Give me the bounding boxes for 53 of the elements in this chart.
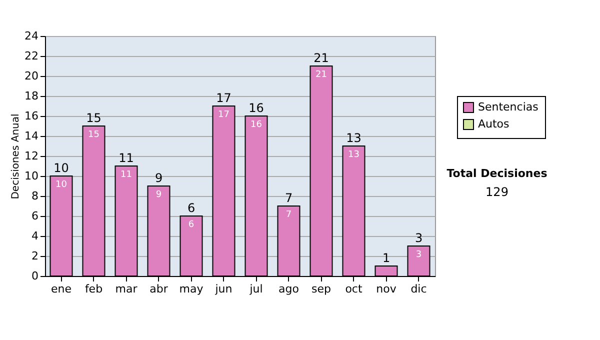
x-tick-label: mar bbox=[115, 282, 138, 296]
total-label: 9 bbox=[154, 171, 163, 185]
total-label: 17 bbox=[216, 91, 232, 105]
data-label: 11 bbox=[120, 170, 132, 180]
data-label: 9 bbox=[156, 190, 162, 200]
x-tick-label: jul bbox=[248, 282, 263, 296]
x-tick-label: may bbox=[179, 282, 204, 296]
y-tick-label: 20 bbox=[24, 70, 38, 82]
total-label: 6 bbox=[187, 201, 196, 215]
text: 129 bbox=[486, 185, 508, 199]
data-label: 6 bbox=[188, 220, 194, 230]
x-tick-label: dic bbox=[410, 282, 427, 296]
legend-label: Sentencias bbox=[478, 100, 539, 114]
data-label: 3 bbox=[416, 250, 422, 260]
y-tick-label: 2 bbox=[32, 250, 38, 262]
total-label: 16 bbox=[248, 101, 264, 115]
total-label: 10 bbox=[54, 161, 69, 175]
y-tick-label: 10 bbox=[24, 170, 38, 182]
data-label: 21 bbox=[316, 70, 327, 80]
total-label: 1 bbox=[382, 251, 390, 265]
x-tick-label: oct bbox=[345, 282, 363, 296]
x-tick-label: feb bbox=[84, 282, 103, 296]
text: Total Decisiones bbox=[446, 167, 548, 180]
y-tick-label: 4 bbox=[32, 230, 38, 242]
x-tick-label: nov bbox=[376, 282, 397, 296]
data-label: 10 bbox=[56, 180, 68, 190]
data-label: 7 bbox=[286, 210, 292, 220]
x-tick-label: ene bbox=[50, 282, 72, 296]
x-tick-label: abr bbox=[150, 282, 168, 296]
total-label: 11 bbox=[118, 151, 134, 165]
data-label: 17 bbox=[218, 110, 230, 120]
x-tick-label: jun bbox=[214, 282, 232, 296]
x-tick-label: sep bbox=[312, 282, 332, 296]
y-tick-label: 24 bbox=[24, 30, 38, 42]
y-axis-title: Decisiones Anual bbox=[10, 114, 22, 200]
y-tick-label: 14 bbox=[24, 130, 38, 142]
data-label: 15 bbox=[88, 130, 100, 140]
total-label: 13 bbox=[346, 131, 362, 145]
data-label: 13 bbox=[348, 150, 360, 160]
total-label: 7 bbox=[284, 191, 293, 205]
y-tick-label: 16 bbox=[24, 110, 38, 122]
data-label: 16 bbox=[250, 120, 262, 130]
legend-label: Autos bbox=[478, 118, 510, 130]
x-tick-label: ago bbox=[278, 282, 300, 296]
y-tick-label: 0 bbox=[32, 270, 38, 282]
y-tick-label: 12 bbox=[24, 150, 38, 162]
total-label: 15 bbox=[86, 111, 102, 125]
y-tick-label: 18 bbox=[24, 90, 38, 102]
total-label: 21 bbox=[314, 51, 329, 65]
y-tick-label: 6 bbox=[32, 210, 38, 222]
total-label: 3 bbox=[414, 231, 423, 245]
y-tick-label: 22 bbox=[24, 50, 38, 62]
y-tick-label: 8 bbox=[32, 190, 38, 202]
